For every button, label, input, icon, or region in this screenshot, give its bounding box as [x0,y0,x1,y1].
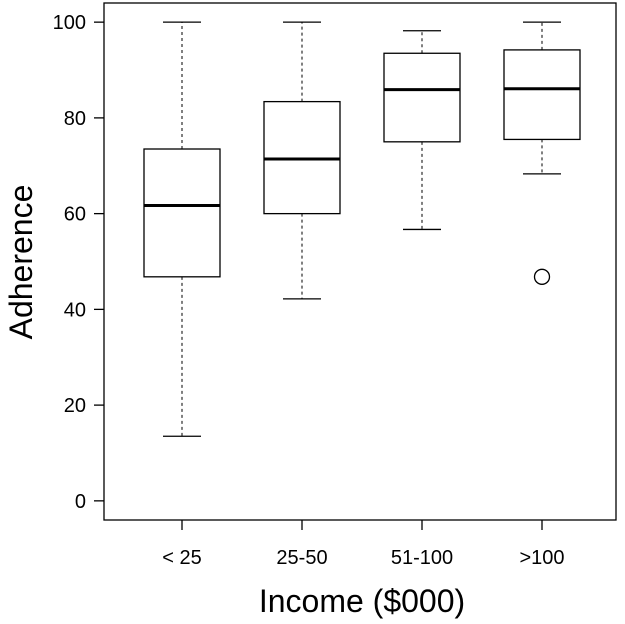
plot-frame [103,2,617,521]
y-tick-label: 20 [64,395,86,417]
x-tick-label: < 25 [162,547,201,569]
y-axis-title: Adherence [3,185,39,340]
x-axis-title: Income ($000) [259,583,465,619]
x-tick-label: 25-50 [276,547,327,569]
y-tick-label: 60 [64,204,86,226]
box-group [143,21,221,437]
iqr-box [143,148,221,278]
box-group [383,30,461,231]
y-tick-label: 0 [75,491,86,513]
x-tick-label: >100 [519,547,564,569]
y-tick-label: 100 [53,12,86,34]
iqr-box [503,49,581,141]
iqr-box [383,52,461,143]
y-axis: 0 20 40 60 80 100 [53,12,104,513]
y-tick-label: 80 [64,108,86,130]
x-tick-label: 51-100 [391,547,453,569]
x-axis: < 25 25-50 51-100 >100 [162,520,565,569]
box-group [503,21,581,285]
boxes [143,21,581,437]
box-group [263,21,341,300]
outlier-point [533,268,551,285]
y-tick-label: 40 [64,299,86,321]
